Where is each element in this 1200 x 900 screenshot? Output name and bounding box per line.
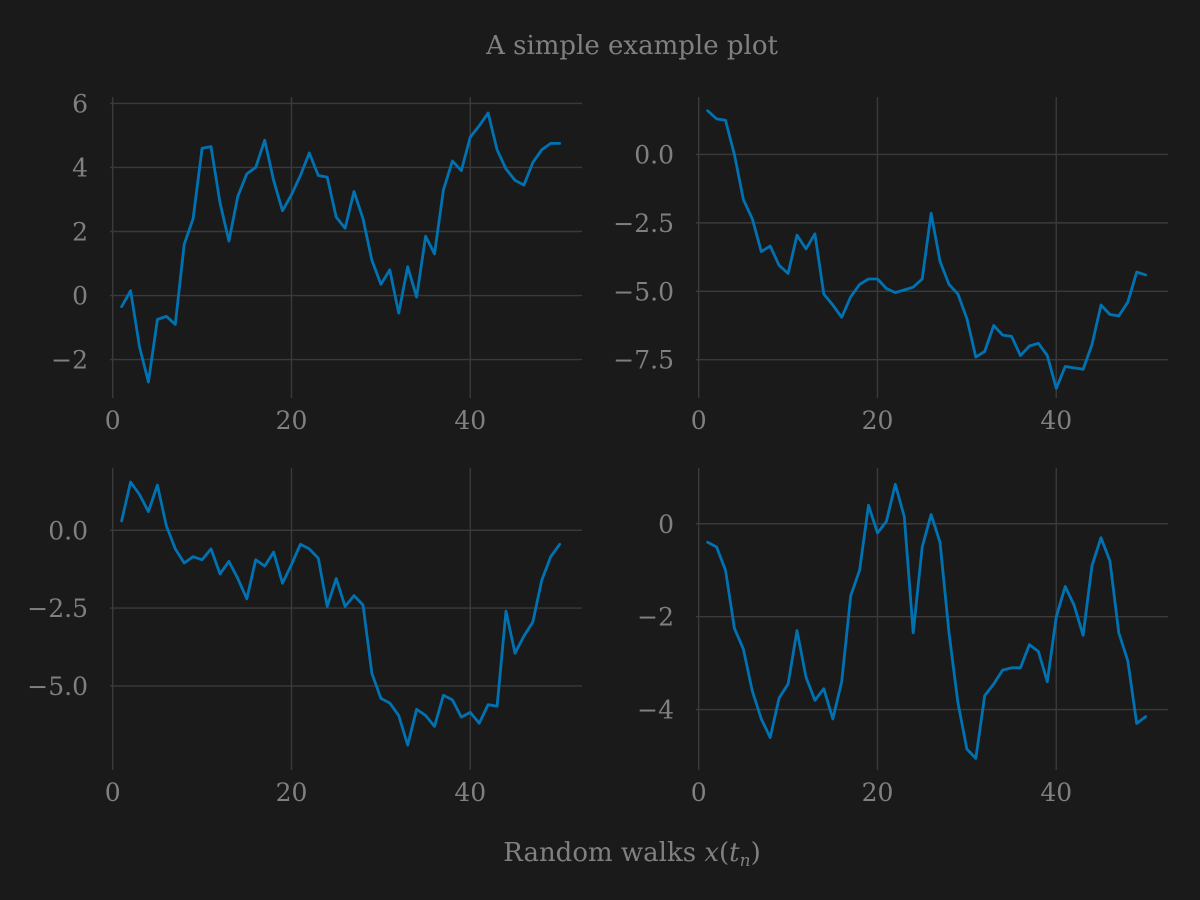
x-tick-label: 0 xyxy=(691,406,707,435)
x-tick-label: 0 xyxy=(691,778,707,807)
xlabel-close: ) xyxy=(751,838,761,868)
y-tick-label: −7.5 xyxy=(613,346,674,375)
subplot-bottom-left: 0 20 40 −5.0 −2.5 0.0 xyxy=(27,468,582,807)
y-tick-label: 4 xyxy=(72,153,88,182)
figure-xlabel: Random walks x(tn) xyxy=(503,838,760,871)
x-tick-label: 40 xyxy=(1040,406,1072,435)
y-tick-label: −5.0 xyxy=(613,277,674,306)
figure-title: A simple example plot xyxy=(485,31,778,61)
y-tick-label: −5.0 xyxy=(27,672,88,701)
x-tick-label: 40 xyxy=(454,406,486,435)
y-tick-label: −2 xyxy=(51,346,88,375)
x-tick-label: 20 xyxy=(276,778,308,807)
y-tick-label: 0 xyxy=(658,510,674,539)
subplot-top-right: 0 20 40 −7.5 −5.0 −2.5 0.0 xyxy=(613,97,1168,435)
subplot-top-left: 0 20 40 −2 0 2 4 6 xyxy=(51,89,582,435)
x-tick-label: 20 xyxy=(862,406,894,435)
y-tick-label: −4 xyxy=(637,696,674,725)
x-tick-label: 40 xyxy=(1040,778,1072,807)
xlabel-prefix: Random walks xyxy=(503,838,704,868)
subplots: 0 20 40 −2 0 2 4 6 0 20 40 −7.5 −5.0 −2.5 0.0 0 20 40 −5.0… xyxy=(27,89,1168,807)
subplot-bottom-right: 0 20 40 −4 −2 0 xyxy=(637,468,1168,807)
xlabel-t: t xyxy=(729,838,740,868)
x-tick-label: 20 xyxy=(862,778,894,807)
series-line xyxy=(706,109,1148,390)
series-line xyxy=(120,111,562,384)
y-tick-label: 0.0 xyxy=(634,140,674,169)
x-tick-label: 0 xyxy=(105,778,121,807)
y-tick-label: −2.5 xyxy=(27,594,88,623)
y-tick-label: −2 xyxy=(637,603,674,632)
x-tick-label: 40 xyxy=(454,778,486,807)
y-tick-label: 0.0 xyxy=(48,516,88,545)
y-tick-label: 6 xyxy=(72,89,88,118)
x-tick-label: 0 xyxy=(105,406,121,435)
x-tick-label: 20 xyxy=(276,406,308,435)
xlabel-var: x xyxy=(704,838,719,868)
series-line xyxy=(706,482,1148,760)
series-line xyxy=(120,480,562,747)
xlabel-sub: n xyxy=(740,851,751,871)
y-tick-label: −2.5 xyxy=(613,209,674,238)
y-tick-label: 0 xyxy=(72,282,88,311)
y-tick-label: 2 xyxy=(72,217,88,246)
xlabel-open: ( xyxy=(719,838,729,868)
